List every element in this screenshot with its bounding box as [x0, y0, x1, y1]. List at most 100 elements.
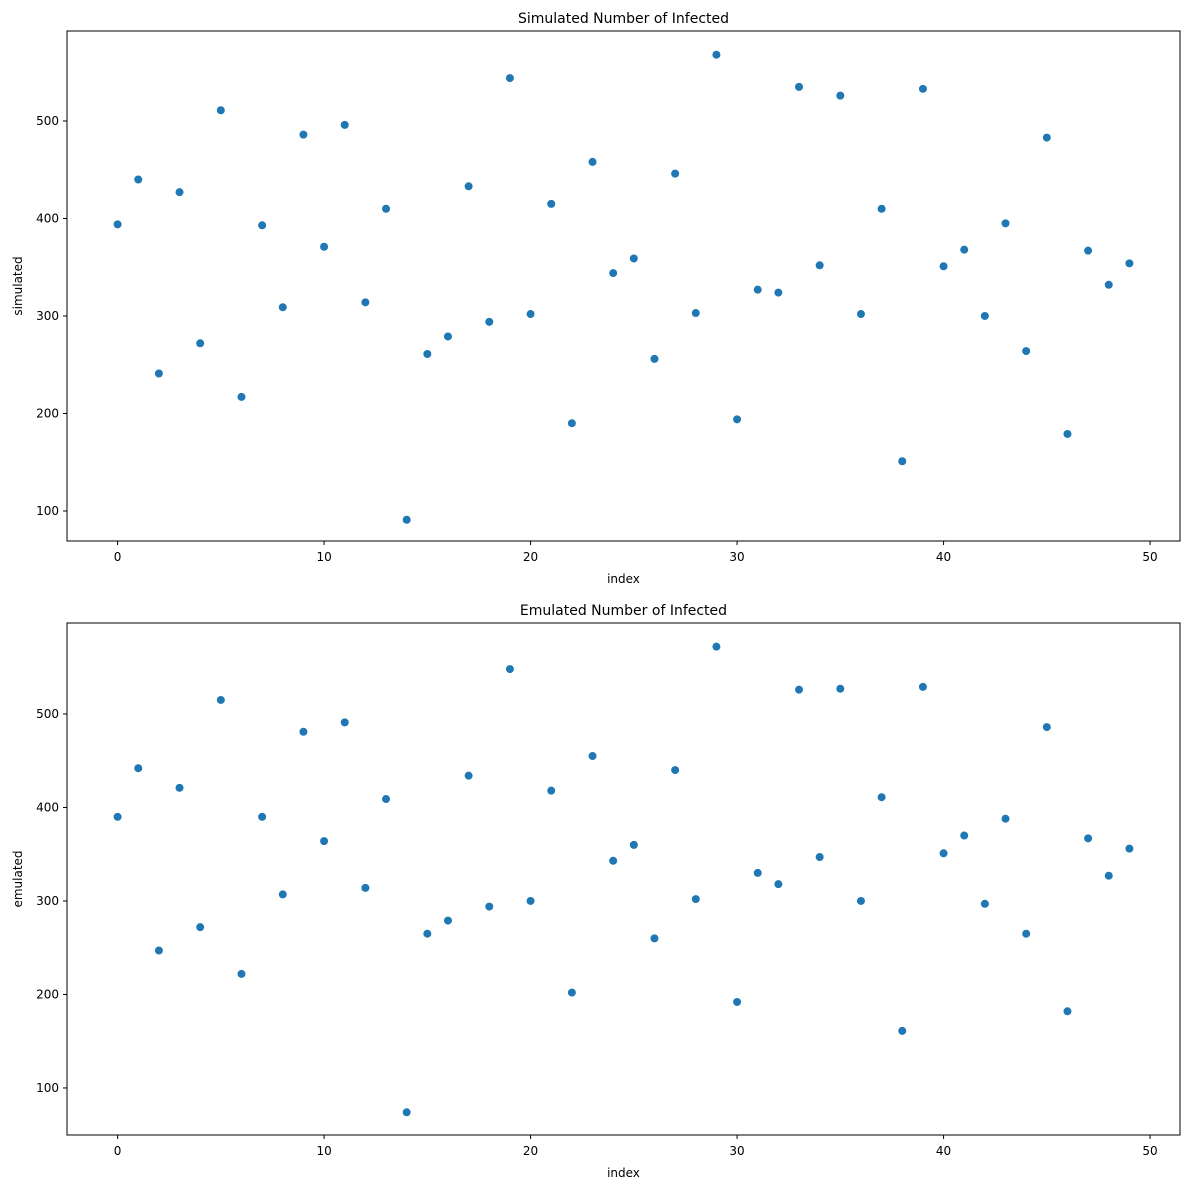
- point: [567, 988, 576, 997]
- point: [671, 169, 680, 178]
- point: [505, 74, 514, 83]
- point: [960, 831, 969, 840]
- y-axis-label: emulated: [11, 850, 25, 907]
- point: [836, 684, 845, 693]
- point: [856, 310, 865, 319]
- point: [526, 896, 535, 905]
- point: [278, 303, 287, 312]
- point: [1063, 429, 1072, 438]
- point: [588, 157, 597, 166]
- point: [733, 415, 742, 424]
- point: [691, 309, 700, 318]
- point: [1022, 347, 1031, 356]
- point: [175, 783, 184, 792]
- point: [423, 929, 432, 938]
- plot-frame: [66, 622, 1181, 1136]
- point: [320, 837, 329, 846]
- x-tick-label: 0: [114, 550, 122, 564]
- point: [340, 120, 349, 129]
- point: [113, 812, 122, 821]
- point: [1125, 844, 1134, 853]
- point: [815, 853, 824, 862]
- point: [485, 317, 494, 326]
- point: [382, 204, 391, 213]
- point: [299, 727, 308, 736]
- point: [258, 812, 267, 821]
- point: [237, 969, 246, 978]
- point: [258, 221, 267, 230]
- y-tick-label: 200: [36, 987, 59, 1001]
- point: [134, 764, 143, 773]
- point: [567, 419, 576, 428]
- point: [1042, 723, 1051, 732]
- point: [1104, 871, 1113, 880]
- point: [278, 890, 287, 899]
- x-tick-label: 40: [936, 1144, 951, 1158]
- point: [1084, 246, 1093, 255]
- y-tick-label: 100: [36, 1081, 59, 1095]
- point: [918, 682, 927, 691]
- x-tick-label: 50: [1142, 550, 1157, 564]
- point: [237, 392, 246, 401]
- point: [1125, 259, 1134, 268]
- x-tick-label: 0: [114, 1144, 122, 1158]
- point: [361, 883, 370, 892]
- point: [712, 642, 721, 651]
- point: [980, 899, 989, 908]
- point: [505, 665, 514, 674]
- point: [423, 350, 432, 359]
- point: [774, 880, 783, 889]
- point: [154, 946, 163, 955]
- y-tick-label: 300: [36, 894, 59, 908]
- point: [815, 261, 824, 270]
- point: [877, 204, 886, 213]
- x-axis-label: index: [607, 572, 640, 586]
- x-tick-label: 20: [523, 1144, 538, 1158]
- point: [175, 188, 184, 197]
- point: [650, 354, 659, 363]
- point: [650, 934, 659, 943]
- point: [795, 685, 804, 694]
- point: [1063, 1007, 1072, 1016]
- point: [1104, 280, 1113, 289]
- y-axis-label: simulated: [11, 256, 25, 315]
- point: [464, 182, 473, 191]
- point: [216, 695, 225, 704]
- point: [753, 868, 762, 877]
- point: [361, 298, 370, 307]
- point: [774, 288, 783, 297]
- x-axis-label: index: [607, 1166, 640, 1180]
- point: [547, 199, 556, 208]
- point: [1001, 814, 1010, 823]
- point: [382, 795, 391, 804]
- point: [609, 269, 618, 278]
- chart-title: Simulated Number of Infected: [518, 11, 729, 27]
- x-tick-label: 10: [316, 550, 331, 564]
- point: [588, 752, 597, 761]
- point: [733, 997, 742, 1006]
- point: [1084, 834, 1093, 843]
- point: [980, 311, 989, 320]
- point: [712, 50, 721, 59]
- x-tick-label: 30: [729, 550, 744, 564]
- point: [402, 1108, 411, 1117]
- x-tick-label: 40: [936, 550, 951, 564]
- y-tick-label: 500: [36, 114, 59, 128]
- point: [402, 515, 411, 524]
- point: [299, 130, 308, 139]
- y-tick-label: 400: [36, 211, 59, 225]
- y-tick-label: 400: [36, 800, 59, 814]
- x-tick-label: 30: [729, 1144, 744, 1158]
- point: [216, 106, 225, 115]
- point: [464, 771, 473, 780]
- point: [113, 220, 122, 229]
- point: [154, 369, 163, 378]
- point: [526, 310, 535, 319]
- point: [196, 339, 205, 348]
- point: [485, 902, 494, 911]
- point: [134, 175, 143, 184]
- y-tick-label: 500: [36, 707, 59, 721]
- point: [1022, 929, 1031, 938]
- point: [196, 923, 205, 932]
